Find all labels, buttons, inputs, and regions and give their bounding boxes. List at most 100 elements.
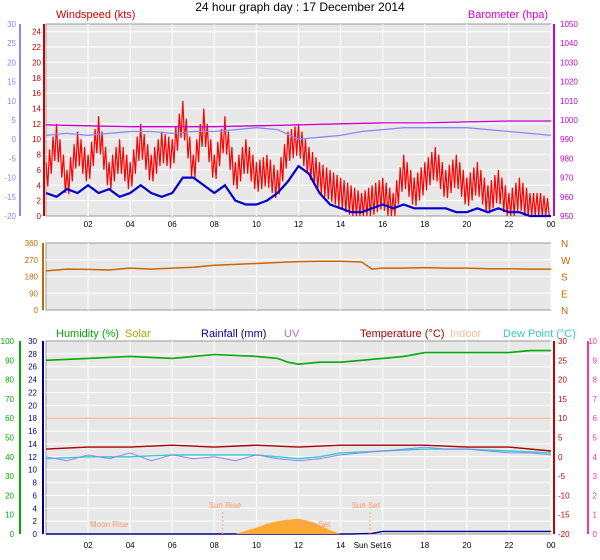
uv-tick-label: 1 [593, 511, 598, 520]
wind-tick-label: 4 [37, 181, 42, 190]
average-wind-line [45, 164, 551, 218]
wind-tick-label: 14 [32, 104, 41, 113]
x-tick-label: 02 [84, 541, 93, 550]
x-tick-label: 04 [126, 541, 135, 550]
compass-label: S [561, 273, 568, 284]
temp-tick-label: 25 [7, 39, 16, 48]
humidity-tick-label: 40 [5, 453, 14, 462]
temp-right-tick-label: 15 [558, 395, 567, 404]
legend-6: Dew Point (°C) [503, 328, 576, 340]
wind-tick-label: 12 [32, 120, 41, 129]
rain-tick-label: 14 [28, 440, 37, 449]
wind-tick-label: 20 [32, 58, 41, 67]
series-line [45, 444, 552, 452]
temp-right-tick-label: 20 [558, 376, 567, 385]
humidity-tick-label: 20 [5, 491, 14, 500]
temp-tick-label: 15 [7, 78, 16, 87]
rain-tick-label: 18 [28, 414, 37, 423]
x-tick-label: 08 [210, 541, 219, 550]
humidity-tick-label: 30 [5, 472, 14, 481]
temp-tick-label: 0 [12, 135, 17, 144]
x-tick-label: 08 [210, 220, 219, 229]
uv-tick-label: 0 [593, 530, 598, 539]
compass-label: N [561, 239, 568, 250]
x-tick-label: 18 [420, 220, 429, 229]
humidity-tick-label: 60 [5, 414, 14, 423]
legend-windspeed: Windspeed (kts) [56, 9, 135, 21]
series-line [45, 446, 552, 462]
x-tick-label: 18 [420, 541, 429, 550]
uv-tick-label: 2 [593, 491, 598, 500]
series-line [45, 349, 551, 366]
direction-tick-label: 270 [25, 256, 39, 265]
legend-2: Rainfall (mm) [201, 328, 266, 340]
direction-tick-label: 0 [34, 306, 39, 315]
wind-tick-label: 8 [37, 151, 42, 160]
rain-tick-label: 28 [28, 350, 37, 359]
temp-tick-label: 30 [7, 20, 16, 29]
wind-tick-label: 0 [37, 212, 42, 221]
baro-tick-label: 1050 [560, 20, 578, 29]
wind-direction-line [45, 260, 551, 272]
temp-right-tick-label: -5 [558, 472, 566, 481]
rain-tick-label: 16 [28, 427, 37, 436]
humidity-tick-label: 50 [5, 434, 14, 443]
x-tick-label: 00 [547, 220, 556, 229]
uv-tick-label: 6 [593, 414, 598, 423]
legend-1: Solar [125, 328, 151, 340]
legend-4: Temperature (°C) [360, 328, 444, 340]
temp-right-tick-label: 30 [558, 337, 567, 346]
legend-barometer: Barometer (hpa) [468, 9, 548, 21]
direction-tick-label: 360 [25, 239, 39, 248]
annotation-3: Sun Set [352, 501, 381, 510]
barometer-line [45, 120, 551, 128]
annotation-2: Moon Set [296, 520, 331, 529]
rain-tick-label: 20 [28, 401, 37, 410]
temp-right-tick-label: 0 [558, 453, 563, 462]
uv-tick-label: 7 [593, 395, 598, 404]
x-tick-label: 02 [84, 220, 93, 229]
rain-tick-label: 30 [28, 337, 37, 346]
temp-right-tick-label: 25 [558, 356, 567, 365]
temp-tick-label: -15 [4, 193, 16, 202]
rain-tick-label: 8 [33, 479, 38, 488]
annotation-1: Sun Rise [209, 501, 242, 510]
temp-tick-label: 20 [7, 58, 16, 67]
baro-tick-label: 1000 [560, 116, 578, 125]
sunset-tick-label: Sun Set [354, 541, 383, 550]
rain-tick-label: 26 [28, 363, 37, 372]
x-tick-label: 06 [168, 220, 177, 229]
x-tick-label: 16 [382, 541, 391, 550]
temperature-line [45, 127, 552, 140]
x-tick-label: 14 [336, 541, 345, 550]
baro-tick-label: 1040 [560, 39, 578, 48]
baro-tick-label: 980 [560, 154, 574, 163]
humidity-tick-label: 10 [5, 511, 14, 520]
uv-tick-label: 8 [593, 376, 598, 385]
x-tick-label: 00 [547, 541, 556, 550]
temp-tick-label: -20 [4, 212, 16, 221]
baro-tick-label: 1020 [560, 78, 578, 87]
temp-right-tick-label: 5 [558, 434, 563, 443]
humidity-tick-label: 100 [1, 337, 15, 346]
wind-tick-label: 10 [32, 135, 41, 144]
baro-tick-label: 1030 [560, 58, 578, 67]
temp-right-tick-label: 10 [558, 414, 567, 423]
baro-tick-label: 990 [560, 135, 574, 144]
x-tick-label: 14 [336, 220, 345, 229]
wind-tick-label: 2 [37, 197, 42, 206]
humidity-tick-label: 70 [5, 395, 14, 404]
baro-tick-label: 960 [560, 193, 574, 202]
rain-tick-label: 4 [33, 504, 38, 513]
x-tick-label: 10 [252, 220, 261, 229]
direction-tick-label: 180 [25, 273, 39, 282]
x-tick-label: 16 [378, 220, 387, 229]
direction-tick-label: 90 [29, 289, 38, 298]
legend-0: Humidity (%) [56, 328, 119, 340]
legend-3: UV [284, 328, 300, 340]
x-tick-label: 22 [504, 541, 513, 550]
baro-tick-label: 970 [560, 174, 574, 183]
annotation-0: Moon Rise [90, 520, 129, 529]
uv-tick-label: 4 [593, 453, 598, 462]
